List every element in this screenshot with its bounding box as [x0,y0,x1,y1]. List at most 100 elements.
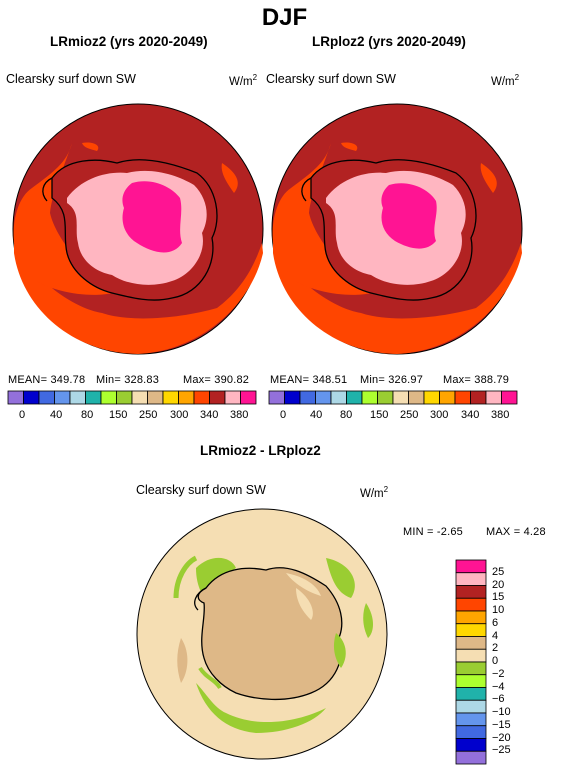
right-cb-label: 300 [430,409,449,421]
colorbar-swatch [100,390,117,405]
colorbar-swatch [284,390,301,405]
diff-colorbar-label: 6 [492,616,499,629]
colorbar-swatch [315,390,332,405]
diff-colorbar-label: −25 [492,744,511,757]
right-colorbar [268,390,518,405]
diff-colorbar-label: −6 [492,693,505,706]
diff-colorbar-label: 4 [492,629,499,642]
left-min-stat: Min= 328.83 [96,374,160,386]
colorbar-swatch [439,390,456,405]
colorbar-swatch [455,623,487,637]
colorbar-swatch [455,738,487,752]
diff-panel-title: LRmioz2 - LRploz2 [200,443,321,458]
left-panel-variable: Clearsky surf down SW [6,72,136,86]
right-cb-label: 0 [280,409,287,421]
diff-panel-variable: Clearsky surf down SW [136,483,266,497]
colorbar-swatch [455,750,487,765]
colorbar-swatch [193,390,210,405]
right-mean-stat: MEAN= 348.51 [270,374,348,386]
diff-min-stat: MIN = -2.65 [403,526,463,538]
colorbar-swatch [501,390,518,405]
diff-colorbar-label: −15 [492,718,511,731]
right-cb-label: 80 [340,409,353,421]
left-cb-label: 40 [50,409,63,421]
diff-polar-map [136,508,388,760]
colorbar-swatch [455,661,487,676]
colorbar-swatch [131,390,148,405]
colorbar-swatch [38,390,55,405]
colorbar-swatch [485,390,502,405]
colorbar-swatch [470,390,487,405]
colorbar-swatch [455,597,487,612]
season-title: DJF [261,4,308,31]
colorbar-swatch [209,390,226,405]
diff-colorbar-label: −2 [492,667,505,680]
left-panel-units: W/m2 [229,73,258,88]
colorbar-swatch [54,390,71,405]
colorbar-swatch [455,636,487,650]
right-cb-label: 340 [461,409,480,421]
diff-colorbar [455,559,487,765]
right-panel-variable: Clearsky surf down SW [266,72,396,86]
colorbar-swatch [392,390,409,405]
diff-colorbar-label: 10 [492,604,505,616]
colorbar-swatch [455,674,487,688]
right-panel-units: W/m2 [491,73,520,88]
colorbar-swatch [455,687,487,701]
colorbar-swatch [455,585,487,599]
right-polar-map [271,103,523,355]
colorbar-swatch [162,390,179,405]
diff-colorbar-label: 25 [492,565,505,578]
colorbar-swatch [240,390,257,405]
diff-colorbar-label: 20 [492,578,505,591]
colorbar-swatch [455,699,487,714]
diff-colorbar-label: 15 [492,591,505,604]
colorbar-swatch [330,390,347,405]
left-cb-label: 340 [200,409,219,421]
colorbar-swatch [178,390,195,405]
right-cb-label: 40 [310,409,323,421]
right-max-stat: Max= 388.79 [443,374,510,386]
colorbar-swatch [7,390,24,405]
colorbar-swatch [299,390,316,405]
left-cb-label: 150 [109,409,128,421]
left-cb-label: 380 [230,409,249,421]
diff-colorbar-label: −20 [492,731,511,744]
diff-colorbar-label: 2 [492,642,499,655]
left-cb-label: 0 [19,409,26,421]
left-max-stat: Max= 390.82 [183,374,250,386]
colorbar-swatch [268,390,285,405]
diff-max-stat: MAX = 4.28 [486,526,546,538]
colorbar-swatch [455,572,487,586]
diff-colorbar-label: −10 [492,706,511,718]
right-panel-title: LRploz2 (yrs 2020-2049) [312,34,466,49]
left-polar-map [12,103,264,355]
colorbar-swatch [455,648,487,663]
left-mean-stat: MEAN= 349.78 [8,374,86,386]
colorbar-swatch [346,390,363,405]
colorbar-swatch [423,390,440,405]
colorbar-swatch [69,390,86,405]
colorbar-swatch [23,390,40,405]
diff-colorbar-label: 0 [492,655,499,667]
left-cb-label: 250 [139,409,158,421]
right-cb-label: 250 [400,409,419,421]
colorbar-swatch [455,712,487,727]
colorbar-swatch [224,390,241,405]
colorbar-swatch [377,390,394,405]
left-cb-label: 80 [81,409,94,421]
colorbar-swatch [454,390,471,405]
colorbar-swatch [408,390,425,405]
left-cb-label: 300 [170,409,189,421]
colorbar-swatch [147,390,164,405]
right-min-stat: Min= 326.97 [360,374,424,386]
diff-panel-units: W/m2 [360,485,389,500]
colorbar-swatch [116,390,133,405]
colorbar-swatch [85,390,102,405]
right-cb-label: 380 [491,409,510,421]
left-panel-title: LRmioz2 (yrs 2020-2049) [50,34,208,49]
right-cb-label: 150 [370,409,389,421]
colorbar-swatch [455,725,487,739]
colorbar-swatch [361,390,378,405]
left-colorbar [7,390,257,405]
